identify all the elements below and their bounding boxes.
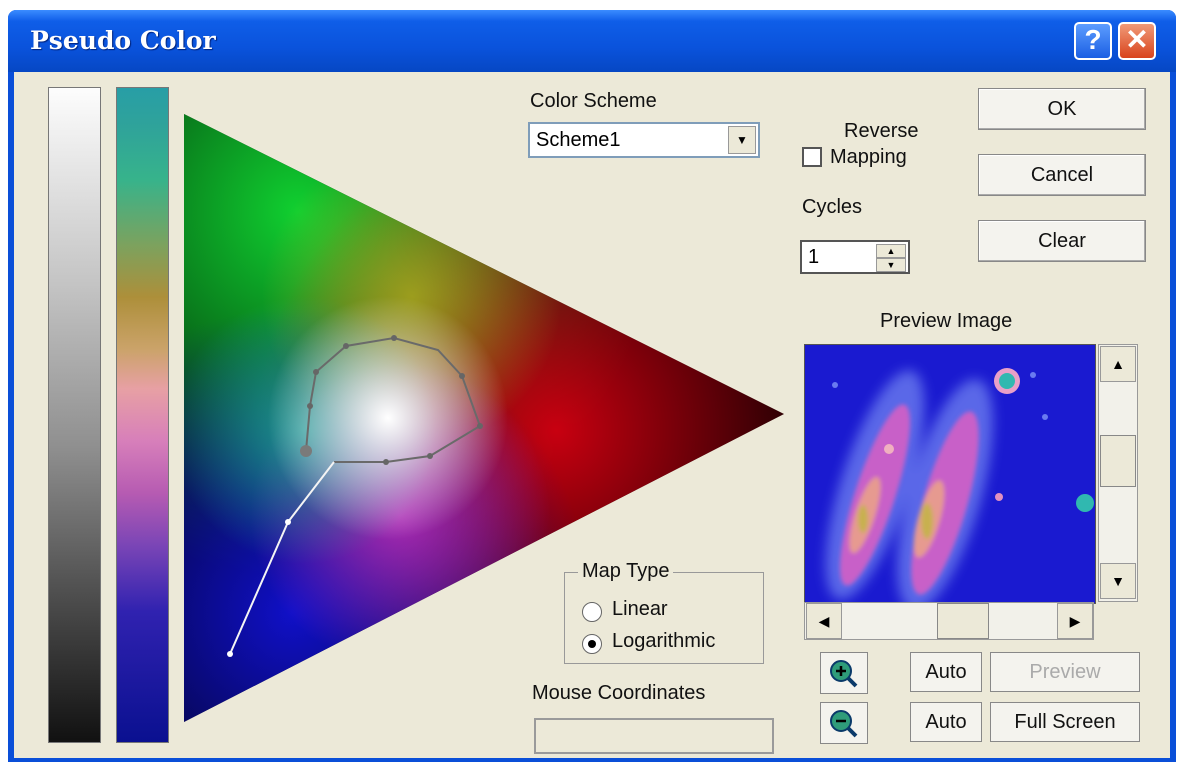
color-triangle[interactable] [184,114,784,722]
logarithmic-label: Logarithmic [612,630,716,652]
preview-image-label: Preview Image [880,310,1013,332]
pseudo-color-bar [116,87,169,743]
preview-vertical-scrollbar[interactable]: ▲ ▼ [1098,344,1138,602]
zoom-out-button[interactable] [820,702,868,744]
ok-button[interactable]: OK [978,88,1146,130]
linear-radio[interactable] [582,602,602,622]
cancel-button[interactable]: Cancel [978,154,1146,196]
horizontal-scroll-thumb[interactable] [937,603,989,639]
color-scheme-dropdown[interactable]: Scheme1 ▼ [528,122,760,158]
zoom-in-icon [830,660,858,688]
reverse-mapping-label-line1: Reverse [844,120,919,142]
grayscale-bar [48,87,101,743]
cycles-stepper[interactable]: 1 ▲ ▼ [800,240,910,274]
spin-down-icon[interactable]: ▼ [876,258,906,272]
color-scheme-value: Scheme1 [536,129,621,151]
color-scheme-label: Color Scheme [530,90,657,112]
logarithmic-radio[interactable] [582,634,602,654]
zoom-in-button[interactable] [820,652,868,694]
linear-label: Linear [612,598,668,620]
spin-up-icon[interactable]: ▲ [876,244,906,258]
map-type-label: Map Type [578,560,674,583]
reverse-mapping-checkbox[interactable] [802,147,822,167]
full-screen-button[interactable]: Full Screen [990,702,1140,742]
preview-button[interactable]: Preview [990,652,1140,692]
scroll-right-icon[interactable]: ▶ [1057,603,1093,639]
cycles-label: Cycles [802,196,863,218]
title-bar[interactable]: Pseudo Color ? ✕ [8,10,1176,72]
preview-image[interactable] [804,344,1096,604]
help-icon[interactable]: ? [1074,22,1112,60]
scroll-up-icon[interactable]: ▲ [1100,346,1136,382]
mouse-coordinates-label: Mouse Coordinates [532,682,706,704]
chevron-down-icon[interactable]: ▼ [728,126,756,154]
scroll-down-icon[interactable]: ▼ [1100,563,1136,599]
dialog-body: Color Scheme Scheme1 ▼ Reverse Mapping C… [14,72,1170,758]
auto-button-1[interactable]: Auto [910,652,982,692]
zoom-out-icon [830,710,858,738]
preview-horizontal-scrollbar[interactable]: ◀ ▶ [804,602,1094,640]
curve-end-handle [227,651,233,657]
close-icon[interactable]: ✕ [1118,22,1156,60]
mouse-coordinates-field [534,718,774,754]
clear-button[interactable]: Clear [978,220,1146,262]
reverse-mapping-label-line2: Mapping [830,146,907,168]
auto-button-2[interactable]: Auto [910,702,982,742]
curve-start-handle [300,445,312,457]
vertical-scroll-thumb[interactable] [1100,435,1136,487]
color-curve-upper [305,336,482,463]
scroll-left-icon[interactable]: ◀ [806,603,842,639]
pseudo-color-dialog: Pseudo Color ? ✕ [8,10,1176,762]
window-title: Pseudo Color [30,26,216,55]
cycles-value: 1 [808,246,820,268]
